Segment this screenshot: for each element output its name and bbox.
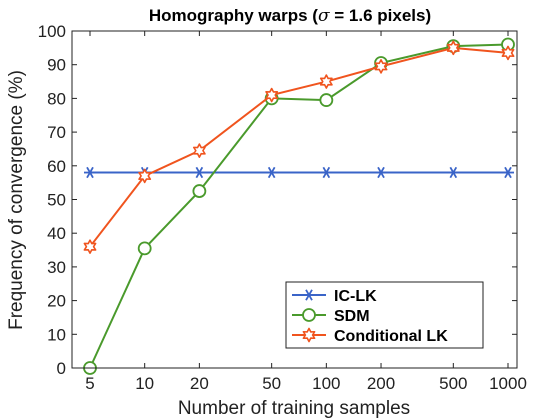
y-tick-label: 70 — [47, 123, 66, 142]
data-point-ic-lk — [447, 166, 460, 179]
y-tick-label: 100 — [38, 22, 66, 41]
legend-marker-sdm — [302, 308, 316, 322]
data-point-conditional-lk — [265, 87, 279, 103]
data-point-sdm — [192, 184, 207, 198]
y-tick-label: 10 — [47, 325, 66, 344]
data-point-ic-lk — [193, 166, 206, 179]
y-tick-label: 30 — [47, 258, 66, 277]
x-axis-label: Number of training samples — [178, 398, 410, 419]
y-axis-label: Frequency of convergence (%) — [6, 70, 27, 330]
series-line-sdm — [89, 43, 509, 369]
data-point-conditional-lk — [138, 168, 152, 184]
x-tick-label: 5 — [85, 374, 94, 393]
legend: IC-LK SDM Conditional LK — [285, 281, 484, 349]
series-line-conditional-lk — [89, 46, 509, 248]
data-point-conditional-lk — [83, 239, 97, 254]
legend-label-sdm: SDM — [334, 308, 370, 325]
data-point-conditional-lk — [192, 143, 206, 158]
data-point-ic-lk — [265, 166, 278, 179]
x-tick-label: 100 — [312, 374, 340, 393]
axes-box — [71, 30, 518, 369]
series-conditional-lk — [83, 40, 515, 254]
data-point-sdm — [319, 93, 334, 107]
x-tick-label: 10 — [135, 374, 154, 393]
legend-label-ic-lk: IC-LK — [334, 288, 377, 305]
x-tick-label: 1000 — [489, 374, 527, 393]
y-tick-label: 80 — [47, 89, 66, 108]
plot-area: 0 10 20 30 40 50 60 70 80 90 100 5 10 20 50 100 200 500 10… — [38, 22, 527, 393]
y-tick-label: 60 — [47, 157, 66, 176]
data-point-ic-lk — [502, 166, 514, 179]
data-point-conditional-lk — [446, 40, 460, 56]
y-tick-label: 40 — [47, 224, 66, 243]
legend-marker-ic-lk — [303, 289, 315, 301]
y-tick-label: 20 — [47, 292, 66, 311]
legend-marker-conditional-lk — [302, 327, 316, 343]
data-point-ic-lk — [320, 166, 333, 179]
x-tick-label: 50 — [262, 374, 281, 393]
data-point-conditional-lk — [501, 45, 515, 61]
y-tick-label: 90 — [47, 56, 66, 75]
chart-title: Homography warps (σ = 1.6 pixels) — [149, 6, 431, 26]
data-point-conditional-lk — [374, 59, 388, 74]
data-point-sdm — [137, 241, 152, 256]
x-tick-label: 20 — [190, 374, 209, 393]
x-tick-label: 200 — [367, 374, 395, 393]
y-tick-label: 0 — [57, 359, 66, 378]
y-tick-label: 50 — [47, 191, 66, 210]
data-point-conditional-lk — [319, 74, 333, 89]
data-point-ic-lk — [375, 166, 388, 179]
data-point-ic-lk — [84, 166, 96, 179]
x-tick-label: 500 — [439, 374, 467, 393]
legend-label-conditional-lk: Conditional LK — [334, 328, 448, 345]
